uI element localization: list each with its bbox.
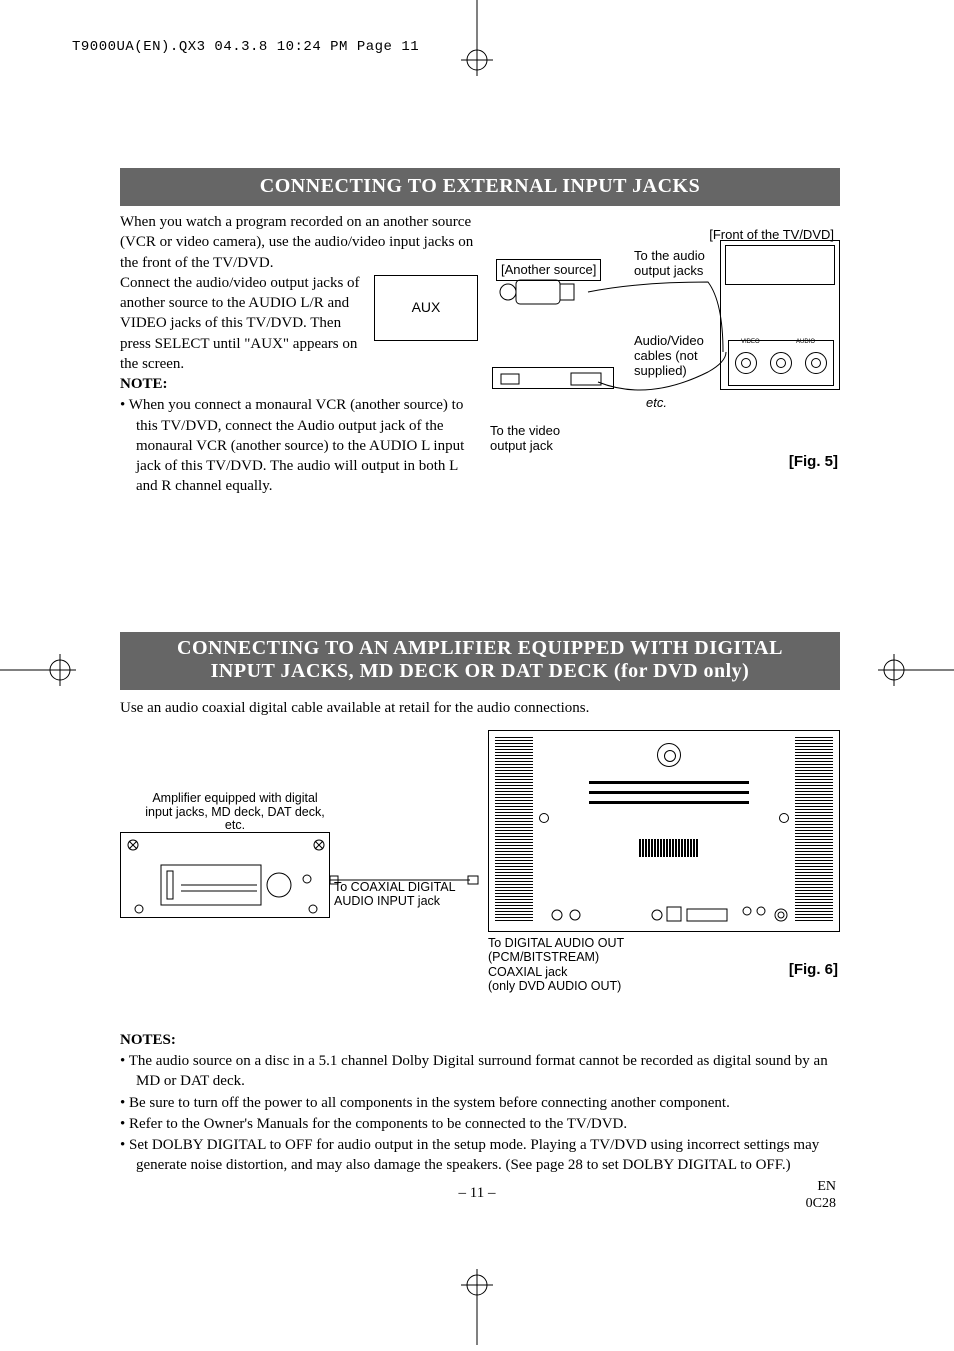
tv-lens-icon (657, 743, 681, 767)
crop-mark-top-icon (457, 0, 497, 78)
notes-list: The audio source on a disc in a 5.1 chan… (120, 1051, 840, 1176)
crop-mark-bottom-icon (457, 1267, 497, 1351)
digital-out-l1: To DIGITAL AUDIO OUT (488, 936, 624, 950)
fig6-caption: [Fig. 6] (789, 960, 838, 980)
section1-text: When you watch a program recorded on an … (120, 212, 478, 497)
footer-lang: EN (817, 1179, 836, 1194)
tv-rear-icon (488, 730, 840, 932)
page: T9000UA(EN).QX3 04.3.8 10:24 PM Page 11 … (0, 0, 954, 1351)
section1-note-item: When you connect a monaural VCR (another… (120, 395, 478, 496)
section2-title-line2: INPUT JACKS, MD DECK OR DAT DECK (for DV… (211, 660, 750, 682)
fig6-coax-in-label: To COAXIAL DIGITAL AUDIO INPUT jack (334, 881, 484, 909)
vent-dots-icon (589, 781, 749, 811)
camera-icon (498, 272, 578, 312)
video-jack-icon (735, 352, 757, 374)
fig6-amp-label: Amplifier equipped with digital input ja… (140, 792, 330, 833)
rear-jacks-icon (537, 885, 793, 925)
amplifier-icon (120, 832, 330, 918)
section1-para1: When you watch a program recorded on an … (120, 212, 478, 273)
section2-banner: CONNECTING TO AN AMPLIFIER EQUIPPED WITH… (120, 632, 840, 690)
notes-item: Refer to the Owner's Manuals for the com… (120, 1114, 840, 1134)
barcode-icon (639, 839, 699, 857)
footer-code-num: 0C28 (806, 1196, 836, 1211)
fig5-video-out-label: To the video output jack (490, 424, 580, 454)
fig5-caption: [Fig. 5] (789, 452, 838, 472)
figure-6: Amplifier equipped with digital input ja… (120, 730, 840, 1012)
print-header: T9000UA(EN).QX3 04.3.8 10:24 PM Page 11 (72, 38, 419, 57)
tv-grille-right-icon (795, 737, 833, 929)
notes-item: The audio source on a disc in a 5.1 chan… (120, 1051, 840, 1092)
notes-item: Be sure to turn off the power to all com… (120, 1093, 840, 1113)
page-number: – 11 – (459, 1183, 496, 1203)
screw-icon (779, 813, 789, 823)
section1-body: When you watch a program recorded on an … (120, 212, 840, 497)
section2: CONNECTING TO AN AMPLIFIER EQUIPPED WITH… (120, 632, 840, 1176)
jack-video-label: VIDEO (741, 338, 760, 346)
audio-l-jack-icon (770, 352, 792, 374)
section1-banner: CONNECTING TO EXTERNAL INPUT JACKS (120, 168, 840, 206)
footer-code: EN 0C28 (806, 1179, 836, 1213)
fig5-cables-icon (578, 272, 728, 452)
crop-mark-left-icon (0, 650, 78, 696)
section2-intro: Use an audio coaxial digital cable avail… (120, 698, 840, 718)
screw-icon (539, 813, 549, 823)
content-area: CONNECTING TO EXTERNAL INPUT JACKS When … (120, 168, 840, 1176)
crop-mark-right-icon (876, 650, 954, 696)
aux-display-box: AUX (374, 275, 478, 341)
section2-title-line1: CONNECTING TO AN AMPLIFIER EQUIPPED WITH… (177, 637, 783, 659)
input-jacks-panel: VIDEO AUDIO (728, 340, 834, 386)
tv-grille-left-icon (495, 737, 533, 929)
fig6-digital-out-label: To DIGITAL AUDIO OUT (PCM/BITSTREAM) COA… (488, 936, 624, 994)
section1-notes: When you connect a monaural VCR (another… (120, 395, 478, 496)
notes-item: Set DOLBY DIGITAL to OFF for audio outpu… (120, 1135, 840, 1176)
audio-r-jack-icon (805, 352, 827, 374)
digital-out-l4: (only DVD AUDIO OUT) (488, 979, 621, 993)
digital-out-l3: COAXIAL jack (488, 965, 567, 979)
notes-block: NOTES: The audio source on a disc in a 5… (120, 1030, 840, 1176)
section1-para2: Connect the audio/video output jacks of … (120, 273, 366, 374)
jack-audio-label: AUDIO (796, 338, 815, 346)
note-label: NOTE: (120, 374, 478, 394)
digital-out-l2: (PCM/BITSTREAM) (488, 950, 599, 964)
notes-heading: NOTES: (120, 1030, 840, 1050)
figure-5: [Front of the TV/DVD] VIDEO AUDIO [Anoth… (488, 212, 840, 472)
